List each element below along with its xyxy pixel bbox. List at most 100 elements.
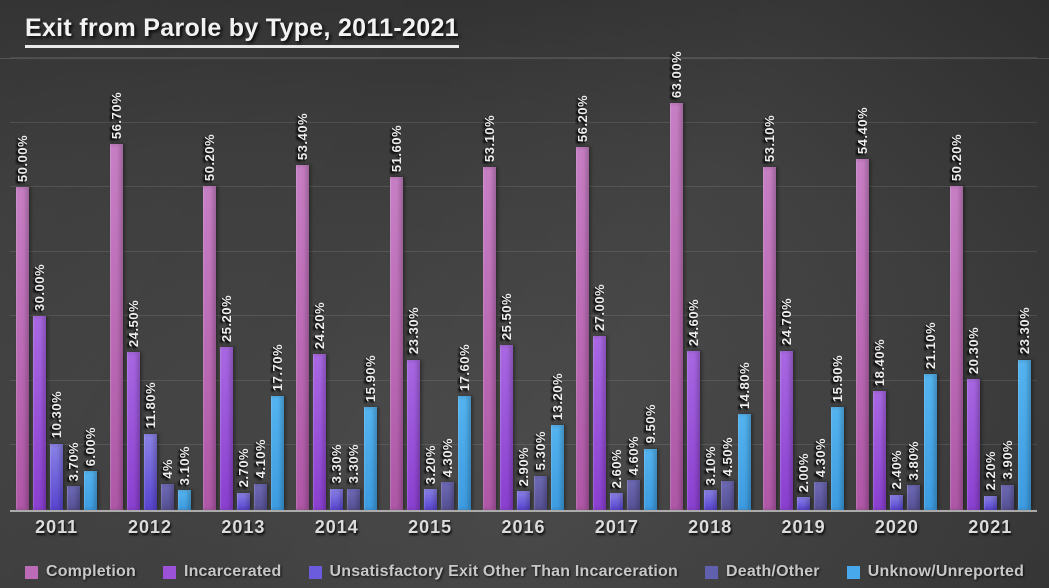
bar-value-label: 24.20% xyxy=(312,301,328,349)
bar-value-label: 3.90% xyxy=(999,440,1015,480)
bar-cell: 3.10% xyxy=(177,58,192,510)
bar-series-1-2019 xyxy=(763,167,777,510)
bar-value-label: 3.20% xyxy=(422,444,438,485)
bar-value-label: 23.30% xyxy=(405,307,421,355)
bar-cell: 4.60% xyxy=(626,58,642,510)
bar-cell: 6.00% xyxy=(83,58,98,510)
bar-series-4-2014 xyxy=(347,488,361,510)
bar-value-label: 3.30% xyxy=(329,444,345,484)
bar-cell: 14.80% xyxy=(736,58,752,510)
bar-series-4-2019 xyxy=(814,482,828,510)
bar-value-label: 23.30% xyxy=(1016,307,1032,355)
bar-series-4-2020 xyxy=(907,485,921,510)
bar-value-label: 4.30% xyxy=(439,437,455,478)
legend: Completion Incarcerated Unsatisfactory Exi… xyxy=(0,563,1049,581)
bar-series-2-2018 xyxy=(686,351,700,510)
year-group-2019: 53.10% 24.70% 2.00% 4.30% 15.90% xyxy=(757,58,850,510)
bar-value-label: 63.00% xyxy=(668,51,684,99)
bar-series-4-2013 xyxy=(253,483,267,510)
bar-series-1-2017 xyxy=(576,147,590,510)
bar-cell: 3.10% xyxy=(703,58,718,510)
bar-cell: 56.70% xyxy=(108,58,124,510)
legend-label: Unsatisfactory Exit Other Than Incarcera… xyxy=(329,563,678,580)
bar-series-1-2011 xyxy=(16,187,30,510)
bar-value-label: 25.50% xyxy=(498,293,514,341)
bar-cell: 4.50% xyxy=(719,58,735,510)
legend-swatch-icon xyxy=(704,565,718,579)
bar-series-5-2012 xyxy=(177,489,191,510)
year-group-2020: 54.40% 18.40% 2.40% 3.80% 21.10% xyxy=(850,58,943,510)
bar-cell: 15.90% xyxy=(830,58,846,510)
bar-cell: 4.30% xyxy=(439,58,455,510)
bar-cell: 50.00% xyxy=(15,58,31,510)
x-axis-labels: 2011 2012 2013 2014 2015 2016 2017 2018 2019 2020… xyxy=(10,517,1037,538)
title-divider xyxy=(0,58,1049,59)
bar-value-label: 15.90% xyxy=(363,355,379,403)
bar-value-label: 3.80% xyxy=(906,441,922,481)
bar-value-label: 54.40% xyxy=(855,106,871,154)
bar-value-label: 24.50% xyxy=(125,299,141,347)
bar-cell: 53.10% xyxy=(482,58,497,510)
legend-item-1: Completion xyxy=(24,563,136,581)
legend-swatch-icon xyxy=(24,565,38,579)
bar-cell: 2.00% xyxy=(796,58,811,510)
bar-series-1-2016 xyxy=(482,167,496,510)
bar-value-label: 3.70% xyxy=(66,441,82,482)
bar-value-label: 4.50% xyxy=(719,436,735,476)
bar-value-label: 50.00% xyxy=(15,135,31,183)
bar-series-4-2017 xyxy=(627,480,641,510)
year-label-2019: 2019 xyxy=(781,517,826,537)
year-label-2021: 2021 xyxy=(968,517,1013,537)
bar-series-5-2013 xyxy=(270,395,284,510)
bar-series-5-2016 xyxy=(550,424,564,510)
bar-cell: 9.50% xyxy=(643,58,659,510)
bar-value-label: 14.80% xyxy=(736,362,752,410)
bar-cell: 24.70% xyxy=(779,58,794,510)
bar-cell: 2.40% xyxy=(889,58,905,510)
bar-value-label: 15.90% xyxy=(830,355,846,403)
bar-series-1-2012 xyxy=(109,143,123,510)
bar-cell: 20.30% xyxy=(966,58,981,510)
bar-series-3-2012 xyxy=(143,433,157,510)
year-label-2014: 2014 xyxy=(314,517,359,537)
legend-item-4: Death/Other xyxy=(704,563,820,581)
bar-cell: 11.80% xyxy=(143,58,158,510)
bar-value-label: 21.10% xyxy=(923,321,939,369)
year-label-2016: 2016 xyxy=(501,517,546,537)
bar-value-label: 5.30% xyxy=(532,431,548,471)
bar-series-2-2013 xyxy=(219,347,233,510)
bar-value-label: 4% xyxy=(159,459,175,480)
bar-value-label: 9.50% xyxy=(643,404,659,444)
bar-series-1-2020 xyxy=(856,158,870,510)
bar-cell: 51.60% xyxy=(389,58,404,510)
chart-title: Exit from Parole by Type, 2011-2021 xyxy=(25,14,459,48)
gridline xyxy=(10,121,1037,123)
bar-series-2-2021 xyxy=(966,378,980,510)
bar-series-4-2021 xyxy=(1000,484,1014,510)
bar-value-label: 2.40% xyxy=(889,450,905,490)
bar-series-1-2013 xyxy=(202,185,216,510)
bar-cell: 23.30% xyxy=(405,58,421,510)
gridline xyxy=(10,444,1037,446)
year-label-2012: 2012 xyxy=(128,517,173,537)
bar-value-label: 17.70% xyxy=(269,343,285,391)
bar-cell: 25.50% xyxy=(498,58,514,510)
bar-value-label: 4.60% xyxy=(626,435,642,476)
bar-cell: 54.40% xyxy=(855,58,871,510)
bar-cell: 27.00% xyxy=(592,58,607,510)
bar-cell: 3.90% xyxy=(999,58,1015,510)
bar-series-5-2019 xyxy=(831,407,845,510)
bar-cell: 24.20% xyxy=(312,58,328,510)
bar-series-1-2015 xyxy=(389,176,403,510)
bar-cell: 2.20% xyxy=(983,58,998,510)
bar-cell: 63.00% xyxy=(669,51,684,510)
bar-value-label: 56.70% xyxy=(108,91,124,139)
bar-series-1-2018 xyxy=(669,103,683,510)
bar-series-2-2016 xyxy=(499,345,513,510)
bar-cell: 50.20% xyxy=(949,58,964,510)
year-label-2015: 2015 xyxy=(408,517,453,537)
bar-cell: 4.10% xyxy=(253,58,268,510)
bar-series-2-2012 xyxy=(126,351,140,510)
bar-value-label: 17.60% xyxy=(456,344,472,392)
bar-series-3-2013 xyxy=(236,492,250,510)
